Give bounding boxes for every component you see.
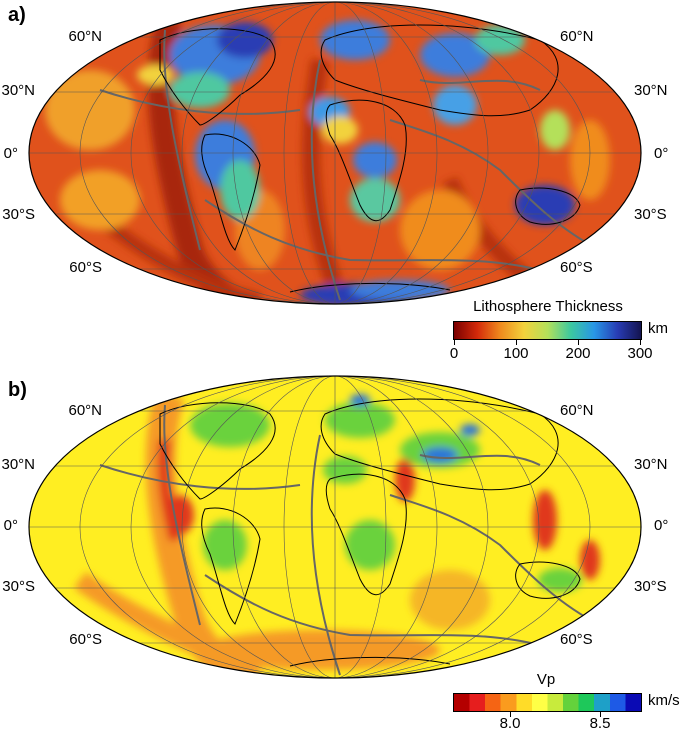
lat-label-0-left-a: 0°	[3, 145, 18, 162]
coastline-south-america-a	[201, 133, 261, 251]
coastline-australia-b	[515, 561, 581, 599]
lat-label-0-right-b: 0°	[654, 517, 669, 534]
lat-label-30n-right-a: 30°N	[634, 82, 668, 99]
lat-label-60n-left-a: 60°N	[68, 28, 102, 45]
coastline-south-america-b	[201, 507, 261, 625]
plate-boundary-b	[99, 404, 601, 676]
lat-label-60s-left-b: 60°S	[69, 631, 102, 648]
colorbar-a-tickmark-1	[516, 339, 517, 345]
colorbar-a-unit: km	[648, 320, 668, 337]
graticule-b	[29, 376, 641, 678]
panel-b-label: b)	[8, 379, 27, 401]
lat-label-30s-left-a: 30°S	[2, 206, 35, 223]
colorbar-a-tickmark-3	[640, 339, 641, 345]
coastline-antarctica-a	[289, 282, 451, 293]
lat-label-30n-right-b: 30°N	[634, 456, 668, 473]
colorbar-a-tick-200: 200	[565, 345, 591, 362]
lat-label-0-left-b: 0°	[3, 517, 18, 534]
colorbar-a-tick-300: 300	[627, 345, 653, 362]
coastline-africa-a	[325, 99, 407, 222]
coastline-australia-a	[515, 187, 581, 225]
lat-label-30s-right-a: 30°S	[634, 206, 667, 223]
colorbar-b-tickmark-8-0	[510, 711, 511, 717]
lat-label-60s-right-a: 60°S	[560, 259, 593, 276]
colorbar-a-tick-100: 100	[503, 345, 529, 362]
lat-label-60s-left-a: 60°S	[69, 259, 102, 276]
map-b-frame	[28, 375, 642, 679]
panel-a-label: a)	[8, 4, 26, 26]
colorbar-b-tick-8-0: 8.0	[499, 715, 521, 732]
colorbar-b	[453, 693, 642, 712]
colorbar-a-tickmark-0	[454, 339, 455, 345]
colorbar-a-title: Lithosphere Thickness	[473, 298, 623, 315]
coastline-north-america-a	[159, 28, 276, 126]
map-b-fields	[74, 390, 600, 678]
lat-label-60n-right-a: 60°N	[560, 28, 594, 45]
coastline-north-america-b	[159, 402, 276, 500]
colorbar-b-title: Vp	[536, 671, 556, 688]
colorbar-b-tick-8-5: 8.5	[589, 715, 611, 732]
colorbar-a	[453, 321, 642, 340]
map-a-frame	[28, 1, 642, 305]
lat-label-0-right-a: 0°	[654, 145, 669, 162]
coastline-antarctica-b	[289, 656, 451, 667]
lat-label-30s-left-b: 30°S	[2, 578, 35, 595]
colorbar-a-tick-0: 0	[449, 345, 459, 362]
coastline-africa-b	[325, 473, 407, 596]
colorbar-a-tickmark-2	[578, 339, 579, 345]
map-b-overlays	[29, 376, 641, 678]
lat-label-60n-left-b: 60°N	[68, 402, 102, 419]
colorbar-b-tickmark-8-5	[600, 711, 601, 717]
lat-label-30n-left-a: 30°N	[1, 82, 35, 99]
lat-label-30s-right-b: 30°S	[634, 578, 667, 595]
lat-label-60s-right-b: 60°S	[560, 631, 593, 648]
lat-label-60n-right-b: 60°N	[560, 402, 594, 419]
lat-label-30n-left-b: 30°N	[1, 456, 35, 473]
plate-boundary-a	[99, 29, 601, 301]
colorbar-b-unit: km/s	[648, 692, 680, 709]
